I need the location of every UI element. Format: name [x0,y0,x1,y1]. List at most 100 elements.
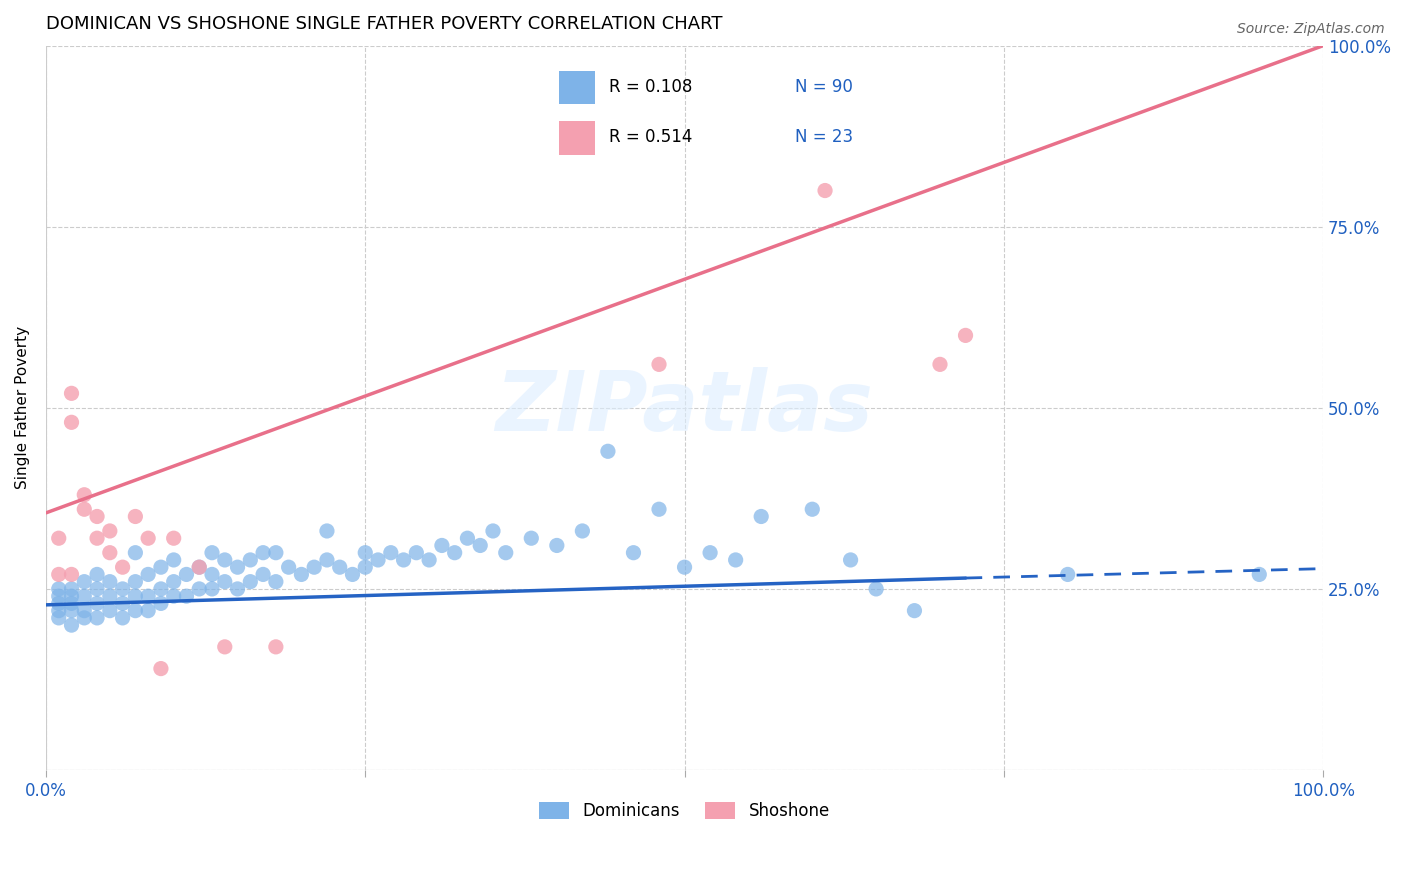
Point [290,567,312,582]
Point [98,589,121,603]
Point [124,574,146,589]
Point [124,509,146,524]
Point [648,502,671,516]
Point [264,546,287,560]
Point [73,604,96,618]
Point [111,560,134,574]
Point [73,502,96,516]
Point [239,574,262,589]
Point [264,574,287,589]
Point [673,560,696,574]
Point [48,611,70,625]
Point [903,604,925,618]
Point [149,662,172,676]
Point [163,574,186,589]
Point [955,328,977,343]
Point [546,538,568,552]
Point [354,546,377,560]
Point [430,538,453,552]
Point [73,611,96,625]
Point [392,553,415,567]
Point [226,582,249,596]
Point [48,531,70,545]
Point [136,589,159,603]
Point [252,567,274,582]
Point [342,567,364,582]
Point [264,640,287,654]
Point [111,596,134,610]
Text: DOMINICAN VS SHOSHONE SINGLE FATHER POVERTY CORRELATION CHART: DOMINICAN VS SHOSHONE SINGLE FATHER POVE… [46,15,723,33]
Point [814,184,837,198]
Point [188,582,211,596]
Point [367,553,389,567]
Point [316,553,339,567]
Point [149,582,172,596]
Point [60,582,83,596]
Point [73,574,96,589]
Point [188,560,211,574]
Point [239,553,262,567]
Point [495,546,517,560]
Point [749,509,772,524]
Point [277,560,299,574]
Point [571,524,593,538]
Point [136,604,159,618]
Point [86,611,108,625]
Point [699,546,721,560]
Point [124,604,146,618]
Point [201,582,224,596]
Point [482,524,505,538]
Point [163,553,186,567]
Point [929,357,952,371]
Point [98,546,121,560]
Point [188,560,211,574]
Point [316,524,339,538]
Point [86,596,108,610]
Point [124,589,146,603]
Point [60,589,83,603]
Point [111,611,134,625]
Point [73,488,96,502]
Point [98,604,121,618]
Legend: Dominicans, Shoshone: Dominicans, Shoshone [533,796,837,827]
Point [149,596,172,610]
Point [596,444,619,458]
Point [865,582,887,596]
Point [163,589,186,603]
Point [801,502,824,516]
Point [60,618,83,632]
Point [214,640,236,654]
Point [623,546,645,560]
Point [226,560,249,574]
Point [86,567,108,582]
Point [48,589,70,603]
Point [86,531,108,545]
Point [111,582,134,596]
Point [98,524,121,538]
Point [176,567,198,582]
Point [302,560,325,574]
Point [60,604,83,618]
Point [724,553,747,567]
Point [48,596,70,610]
Point [405,546,427,560]
Point [648,357,671,371]
Point [470,538,492,552]
Point [380,546,402,560]
Text: ZIPatlas: ZIPatlas [496,368,873,449]
Point [60,386,83,401]
Point [520,531,543,545]
Point [136,531,159,545]
Point [149,560,172,574]
Point [214,574,236,589]
Point [201,546,224,560]
Point [214,553,236,567]
Point [86,509,108,524]
Point [329,560,352,574]
Point [252,546,274,560]
Point [418,553,440,567]
Point [98,574,121,589]
Point [201,567,224,582]
Y-axis label: Single Father Poverty: Single Father Poverty [15,326,30,490]
Point [136,567,159,582]
